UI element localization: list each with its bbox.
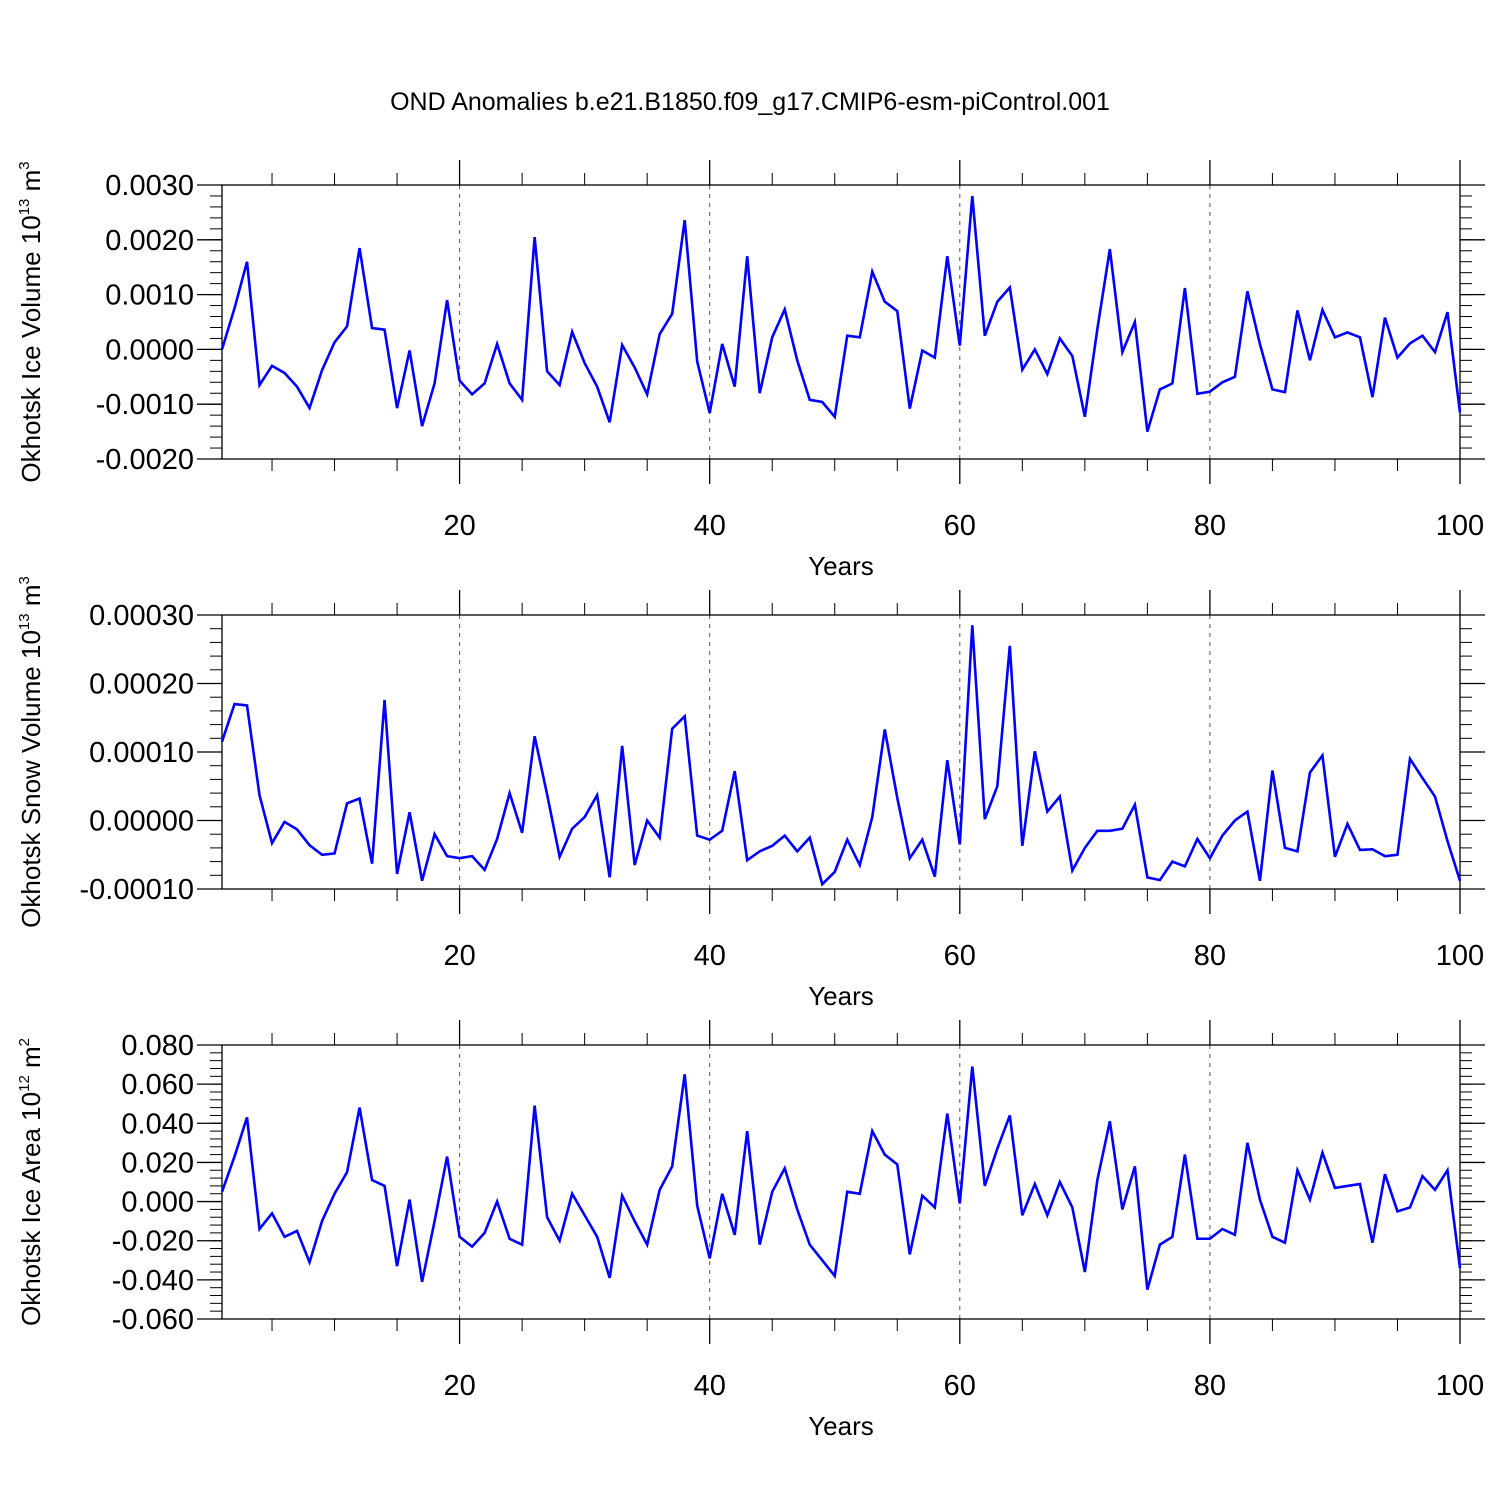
y-axis-label-exponent: 12 bbox=[16, 1075, 33, 1092]
y-axis-label-name: Okhotsk Ice Area bbox=[16, 1121, 46, 1326]
y-axis-label-base: 10 bbox=[16, 630, 46, 659]
x-tick-label: 100 bbox=[1436, 940, 1484, 972]
y-axis-label: Okhotsk Ice Area 1012 m2 bbox=[16, 1038, 46, 1326]
x-tick-label: 20 bbox=[443, 510, 475, 542]
y-tick-label: 0.00010 bbox=[89, 737, 194, 769]
ice-volume-panel: 0.0030 0.0020 0.0010 0.0000 -0.0010 -0.0020 20… bbox=[16, 160, 1485, 581]
y-axis-label-unit: m bbox=[16, 1046, 46, 1075]
snow-volume-panel: 0.00030 0.00020 0.00010 0.00000 -0.00010 20 40… bbox=[16, 576, 1485, 1011]
y-axis-label-unit-exponent: 2 bbox=[16, 1038, 33, 1046]
x-tick-label: 100 bbox=[1436, 510, 1484, 542]
plot-frame bbox=[221, 1044, 1461, 1320]
y-axis-label-name: Okhotsk Ice Volume bbox=[16, 244, 46, 482]
x-tick-label: 100 bbox=[1436, 1370, 1484, 1402]
x-tick-label: 60 bbox=[944, 510, 976, 542]
y-tick-label: -0.060 bbox=[112, 1304, 194, 1336]
y-axis-label-unit-exponent: 3 bbox=[16, 161, 33, 169]
y-axis-label-base: 10 bbox=[16, 215, 46, 244]
y-tick-label: 0.00030 bbox=[89, 600, 194, 632]
x-tick-label: 40 bbox=[694, 510, 726, 542]
series-line bbox=[220, 1066, 1462, 1290]
y-tick-label: 0.000 bbox=[121, 1187, 194, 1219]
ice-area-panel: 0.080 0.060 0.040 0.020 0.000 -0.020 -0.040 -0.… bbox=[16, 1020, 1485, 1441]
y-axis-label-exponent: 13 bbox=[16, 199, 33, 216]
y-tick-label: 0.080 bbox=[121, 1030, 194, 1062]
x-tick-label: 80 bbox=[1194, 1370, 1226, 1402]
y-axis-label: Okhotsk Snow Volume 1013 m3 bbox=[16, 576, 46, 928]
y-axis-label-name: Okhotsk Snow Volume bbox=[16, 659, 46, 928]
x-axis-label: Years bbox=[808, 1411, 874, 1441]
x-tick-label: 40 bbox=[694, 1370, 726, 1402]
plot-frame bbox=[221, 614, 1461, 890]
y-axis-label: Okhotsk Ice Volume 1013 m3 bbox=[16, 161, 46, 482]
y-axis-label-exponent: 13 bbox=[16, 613, 33, 630]
x-tick-label: 20 bbox=[443, 1370, 475, 1402]
plot-frame bbox=[221, 184, 1461, 460]
y-axis-label-unit: m bbox=[16, 585, 46, 614]
y-tick-label: 0.040 bbox=[121, 1108, 194, 1140]
y-tick-label: 0.060 bbox=[121, 1069, 194, 1101]
y-tick-label: 0.0020 bbox=[105, 225, 194, 257]
y-tick-label: -0.020 bbox=[112, 1226, 194, 1258]
y-tick-label: 0.00020 bbox=[89, 669, 194, 701]
y-axis-label-unit-exponent: 3 bbox=[16, 576, 33, 584]
y-axis-label-base: 10 bbox=[16, 1092, 46, 1121]
x-tick-label: 80 bbox=[1194, 940, 1226, 972]
y-tick-label: -0.00010 bbox=[80, 874, 195, 906]
y-tick-label: -0.040 bbox=[112, 1265, 194, 1297]
y-tick-label: 0.0000 bbox=[105, 334, 194, 366]
chart-title: OND Anomalies b.e21.B1850.f09_g17.CMIP6-… bbox=[390, 88, 1110, 116]
x-tick-label: 20 bbox=[443, 940, 475, 972]
y-tick-label: -0.0010 bbox=[96, 389, 194, 421]
series-line bbox=[220, 625, 1462, 887]
y-tick-label: 0.00000 bbox=[89, 806, 194, 838]
x-tick-label: 60 bbox=[944, 1370, 976, 1402]
series-line bbox=[220, 195, 1462, 432]
y-tick-label: 0.0010 bbox=[105, 280, 194, 312]
y-axis-label-unit: m bbox=[16, 170, 46, 199]
x-tick-label: 80 bbox=[1194, 510, 1226, 542]
x-axis-label: Years bbox=[808, 551, 874, 581]
y-tick-label: 0.0030 bbox=[105, 170, 194, 202]
y-tick-label: 0.020 bbox=[121, 1147, 194, 1179]
x-tick-label: 40 bbox=[694, 940, 726, 972]
x-tick-label: 60 bbox=[944, 940, 976, 972]
x-axis-label: Years bbox=[808, 981, 874, 1011]
y-tick-label: -0.0020 bbox=[96, 444, 194, 476]
